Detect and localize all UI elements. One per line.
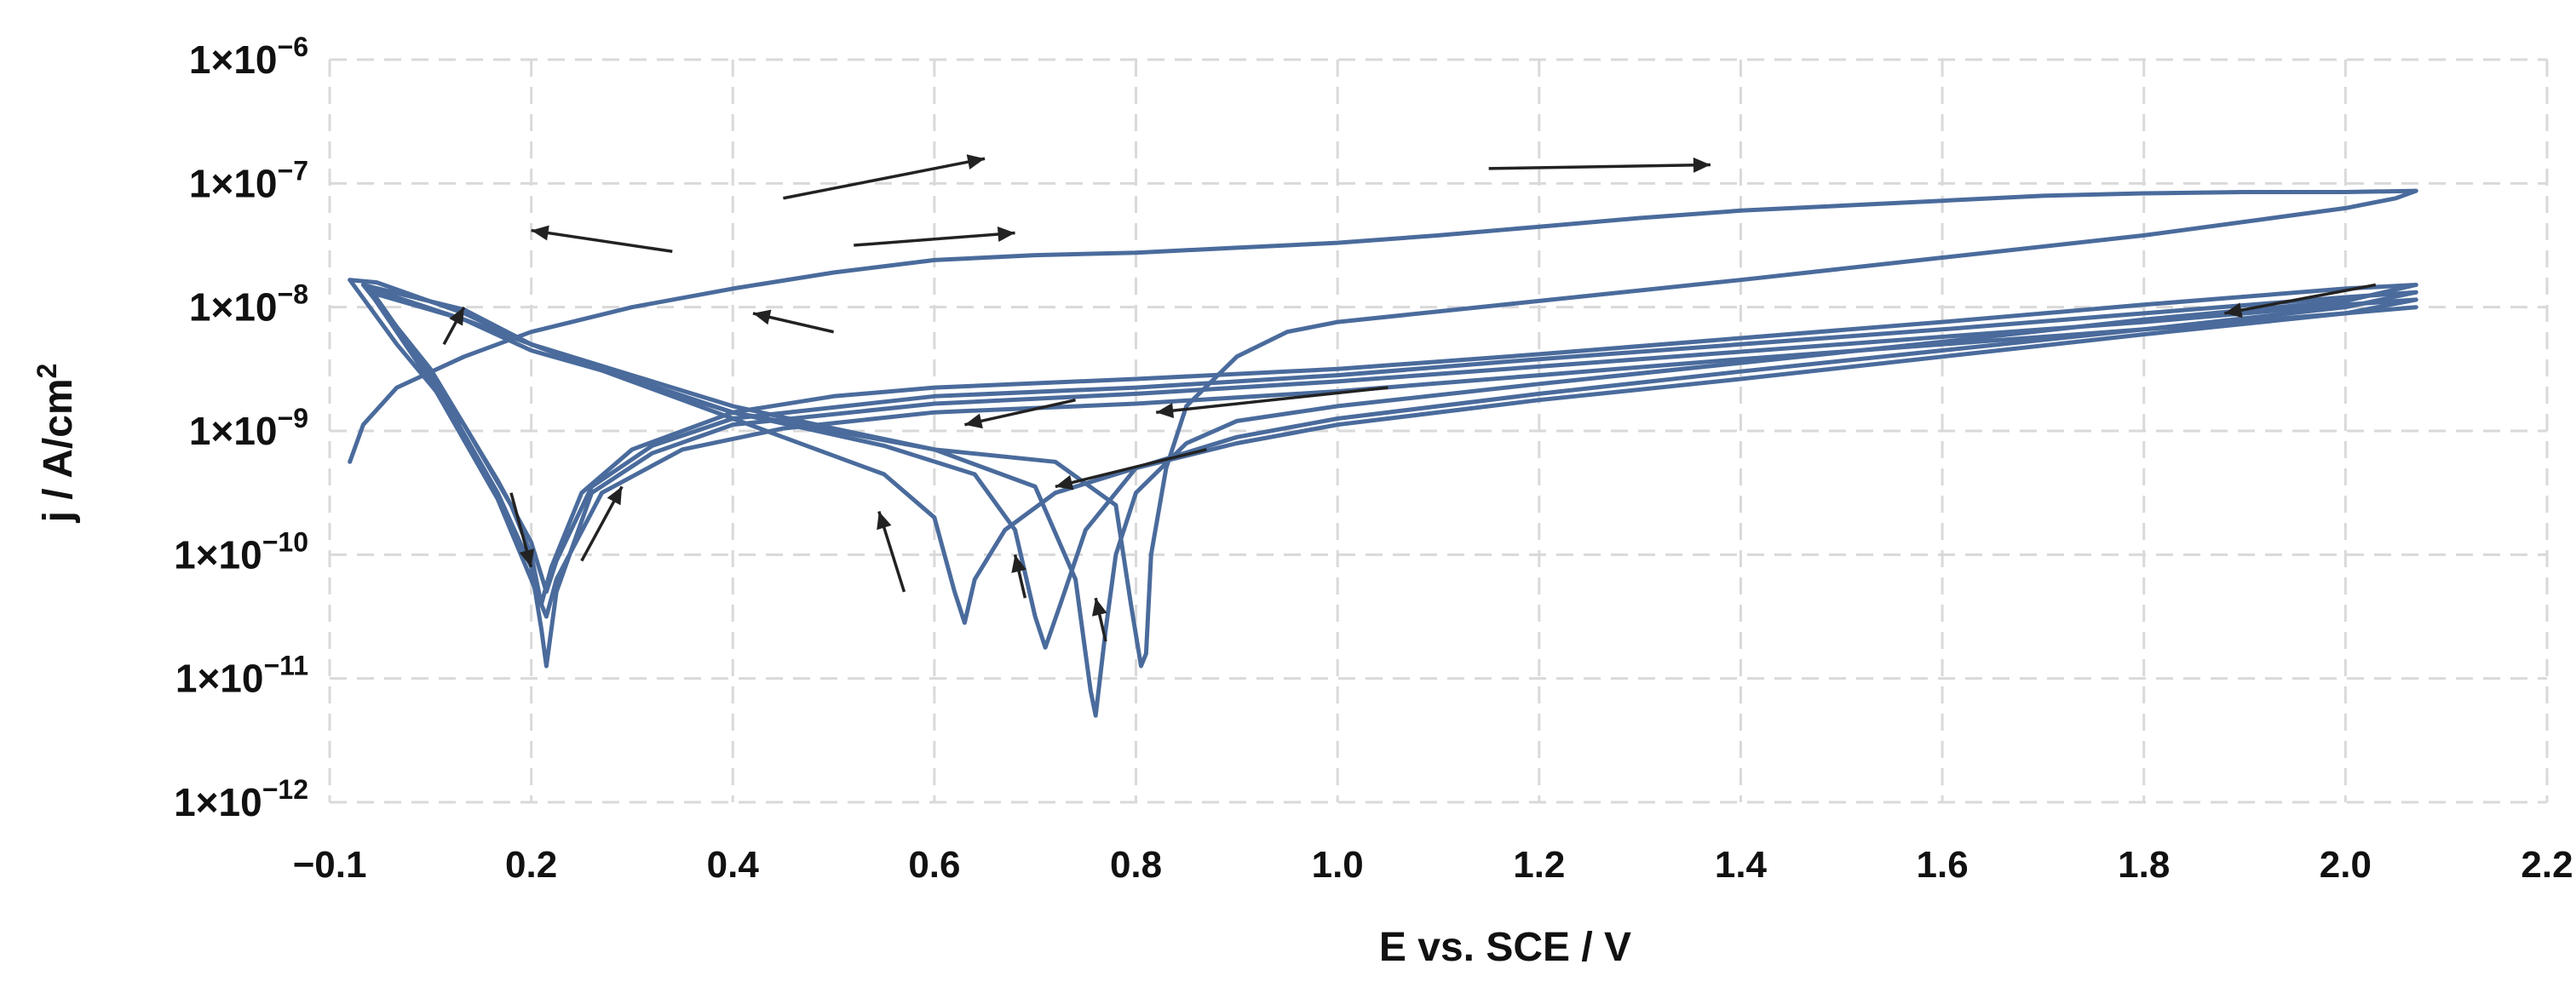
x-tick-label: 1.0	[1312, 844, 1364, 886]
x-tick-label: 0.6	[908, 844, 960, 886]
direction-arrow	[877, 510, 906, 593]
y-tick-labels: 1×10−6 1×10−7 1×10−8 1×10−9 1×10−10 1×10−11 1×…	[174, 32, 308, 824]
direction-arrow	[1011, 554, 1027, 599]
series-line	[367, 290, 2418, 619]
series-line	[360, 283, 2418, 718]
direction-arrow	[442, 306, 466, 346]
direction-arrow	[531, 225, 673, 253]
direction-arrow	[854, 227, 1015, 247]
y-tick-label: 1×10−6	[189, 32, 308, 82]
y-tick-label: 1×10−7	[189, 155, 308, 205]
series-line	[367, 290, 2418, 625]
x-tick-label: −0.1	[293, 844, 367, 886]
x-tick-label: 1.4	[1715, 844, 1768, 886]
arrow-annotations	[442, 154, 2377, 642]
direction-arrow	[783, 154, 986, 200]
series-line	[360, 283, 2418, 594]
direction-arrow	[1156, 386, 1389, 419]
direction-arrow	[1055, 448, 1207, 491]
y-tick-label: 1×10−12	[174, 774, 308, 824]
x-tick-label: 1.8	[2118, 844, 2170, 886]
direction-arrow	[509, 492, 535, 568]
series-line	[367, 286, 2418, 650]
direction-arrow	[1091, 597, 1107, 642]
y-tick-label: 1×10−8	[189, 279, 308, 330]
y-axis-title: j / A/cm2	[32, 364, 81, 524]
x-tick-label: 1.6	[1917, 844, 1969, 886]
y-tick-label: 1×10−9	[189, 403, 308, 453]
x-tick-label: 0.4	[707, 844, 760, 886]
x-tick-label: 2.2	[2521, 844, 2573, 886]
x-tick-label: 1.2	[1513, 844, 1565, 886]
grid	[328, 58, 2549, 804]
x-tick-labels: −0.1 0.2 0.4 0.6 0.8 1.0 1.2 1.4 1.6 1.8 2.0 2.2	[293, 844, 2573, 886]
direction-arrow	[580, 485, 624, 562]
direction-arrow	[2224, 283, 2377, 319]
y-tick-label: 1×10−10	[174, 526, 308, 577]
x-axis-title: E vs. SCE / V	[1379, 925, 1631, 970]
direction-arrow	[1488, 157, 1711, 173]
series-line	[348, 188, 2418, 464]
direction-arrow	[752, 309, 834, 334]
x-tick-label: 2.0	[2320, 844, 2372, 886]
y-axis-title-superscript: 2	[32, 364, 62, 379]
series-line	[348, 188, 2418, 669]
y-tick-label: 1×10−11	[175, 651, 308, 701]
x-tick-label: 0.2	[505, 844, 557, 886]
series-line	[367, 286, 2418, 669]
x-tick-label: 0.8	[1110, 844, 1162, 886]
series-group	[348, 188, 2418, 718]
y-axis-title-main: j / A/cm	[36, 378, 81, 523]
direction-arrow	[964, 398, 1076, 429]
